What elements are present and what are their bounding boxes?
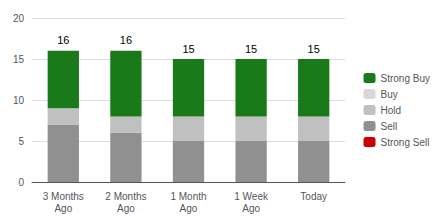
svg-text:Ago: Ago (180, 203, 198, 214)
svg-text:10: 10 (13, 95, 25, 106)
svg-text:15: 15 (13, 54, 25, 65)
svg-text:20: 20 (13, 13, 25, 24)
svg-text:15: 15 (182, 43, 194, 55)
svg-text:2 Months: 2 Months (105, 191, 146, 202)
svg-text:Ago: Ago (54, 203, 72, 214)
svg-text:Sell: Sell (381, 121, 398, 132)
svg-text:Ago: Ago (242, 203, 260, 214)
svg-text:15: 15 (245, 43, 257, 55)
svg-text:1 Week: 1 Week (234, 191, 269, 202)
svg-text:15: 15 (308, 43, 320, 55)
svg-text:16: 16 (120, 34, 132, 46)
svg-text:3 Months: 3 Months (43, 191, 84, 202)
svg-text:Buy: Buy (381, 89, 398, 100)
svg-text:16: 16 (57, 34, 69, 46)
svg-text:Today: Today (300, 191, 327, 202)
svg-text:0: 0 (18, 177, 24, 188)
svg-text:Strong Sell: Strong Sell (381, 137, 430, 148)
svg-text:Hold: Hold (381, 105, 402, 116)
svg-text:Ago: Ago (117, 203, 135, 214)
svg-text:Strong Buy: Strong Buy (381, 73, 430, 84)
svg-text:1 Month: 1 Month (170, 191, 206, 202)
svg-text:5: 5 (18, 136, 24, 147)
